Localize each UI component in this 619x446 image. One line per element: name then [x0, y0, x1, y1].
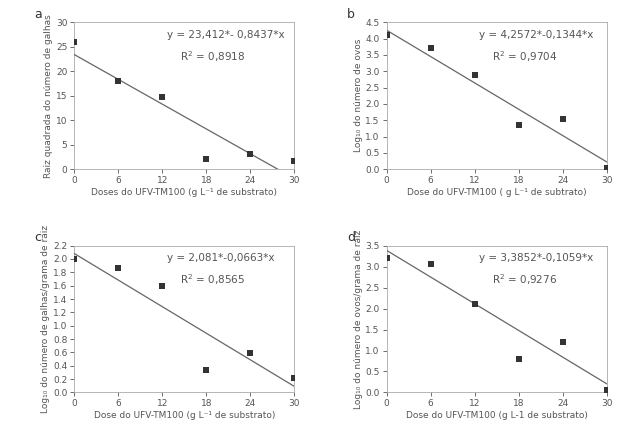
Point [382, 32, 392, 39]
Text: d: d [347, 231, 355, 244]
Point [289, 375, 299, 382]
Point [514, 355, 524, 363]
X-axis label: Dose do UFV-TM100 ( g L⁻¹ de subtrato): Dose do UFV-TM100 ( g L⁻¹ de subtrato) [407, 188, 586, 197]
X-axis label: Dose do UFV-TM100 (g L-1 de substrato): Dose do UFV-TM100 (g L-1 de substrato) [405, 411, 587, 420]
Point [602, 164, 612, 171]
Text: R$^2$ = 0,8565: R$^2$ = 0,8565 [180, 272, 245, 287]
Text: R$^2$ = 0,8918: R$^2$ = 0,8918 [180, 49, 245, 63]
Y-axis label: Raiz quadrada do número de galhas: Raiz quadrada do número de galhas [44, 14, 53, 178]
Point [382, 255, 392, 262]
Point [470, 71, 480, 78]
Point [201, 155, 211, 162]
Point [245, 150, 255, 157]
Point [69, 256, 79, 263]
Text: R$^2$ = 0,9276: R$^2$ = 0,9276 [492, 272, 557, 287]
Point [426, 45, 436, 52]
Text: y = 3,3852*-0,1059*x: y = 3,3852*-0,1059*x [479, 253, 593, 263]
Point [558, 339, 568, 346]
Text: y = 4,2572*-0,1344*x: y = 4,2572*-0,1344*x [479, 29, 594, 40]
Text: a: a [35, 8, 43, 21]
Text: y = 23,412*- 0,8437*x: y = 23,412*- 0,8437*x [167, 29, 284, 40]
Point [514, 122, 524, 129]
Y-axis label: Log₁₀ do número de galhas/grama de raiz: Log₁₀ do número de galhas/grama de raiz [41, 225, 50, 413]
Point [558, 115, 568, 122]
Point [113, 78, 123, 85]
Y-axis label: Log₁₀ do número de ovos/grama de raiz: Log₁₀ do número de ovos/grama de raiz [353, 229, 363, 409]
Y-axis label: Log₁₀ do número de ovos: Log₁₀ do número de ovos [353, 39, 363, 153]
Point [113, 265, 123, 272]
Point [426, 261, 436, 268]
X-axis label: Doses do UFV-TM100 (g L⁻¹ de substrato): Doses do UFV-TM100 (g L⁻¹ de substrato) [91, 188, 277, 197]
Point [69, 38, 79, 45]
Text: b: b [347, 8, 355, 21]
Point [157, 94, 167, 101]
Point [201, 366, 211, 373]
Point [602, 387, 612, 394]
Point [470, 301, 480, 308]
Point [245, 350, 255, 357]
Point [289, 158, 299, 165]
Text: R$^2$ = 0,9704: R$^2$ = 0,9704 [492, 49, 558, 63]
Point [157, 282, 167, 289]
X-axis label: Dose do UFV-TM100 (g L⁻¹ de substrato): Dose do UFV-TM100 (g L⁻¹ de substrato) [93, 411, 275, 420]
Text: y = 2,081*-0,0663*x: y = 2,081*-0,0663*x [167, 253, 274, 263]
Text: c: c [35, 231, 41, 244]
